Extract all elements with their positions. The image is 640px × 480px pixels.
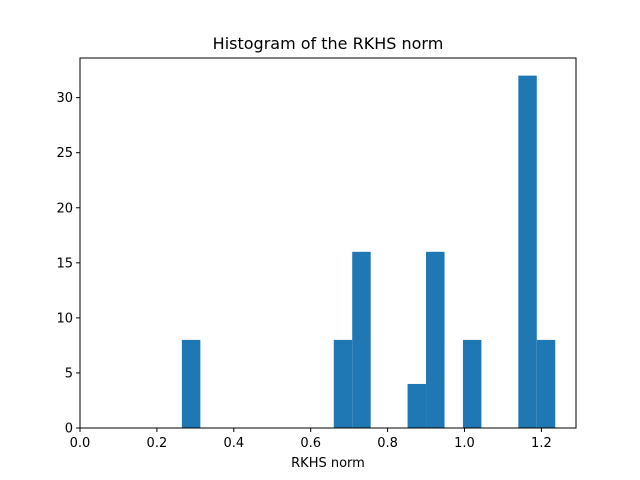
- x-tick-label: 0.8: [377, 436, 398, 451]
- histogram-bar-1: [333, 339, 353, 428]
- x-axis-label: RKHS norm: [291, 456, 365, 471]
- bars-layer: [181, 75, 556, 428]
- x-tick-label: 0.2: [147, 436, 168, 451]
- histogram-bar-5: [462, 339, 482, 428]
- x-axis-ticks: 0.0 0.2 0.4 0.6 0.8 1.0 1.2: [70, 428, 552, 451]
- histogram-bar-2: [352, 251, 371, 428]
- chart-title: Histogram of the RKHS norm: [213, 34, 444, 53]
- x-tick-label: 1.2: [531, 436, 552, 451]
- y-tick-label: 20: [56, 201, 73, 216]
- histogram-bar-0: [181, 339, 201, 428]
- y-tick-label: 5: [65, 366, 73, 381]
- y-tick-label: 15: [56, 256, 73, 271]
- histogram-bar-6: [518, 75, 537, 428]
- histogram-bar-7: [536, 339, 556, 428]
- y-axis-ticks: 0 5 10 15 20 25 30: [56, 91, 80, 437]
- y-tick-label: 10: [56, 311, 73, 326]
- x-tick-label: 0.0: [70, 436, 91, 451]
- x-tick-label: 0.6: [300, 436, 321, 451]
- histogram-bar-4: [426, 251, 445, 428]
- x-tick-label: 1.0: [454, 436, 475, 451]
- x-tick-label: 0.4: [223, 436, 244, 451]
- y-tick-label: 30: [56, 91, 73, 106]
- y-tick-label: 25: [56, 146, 73, 161]
- y-tick-label: 0: [65, 422, 73, 437]
- plot-frame: [79, 57, 577, 429]
- histogram-bar-3: [407, 383, 427, 428]
